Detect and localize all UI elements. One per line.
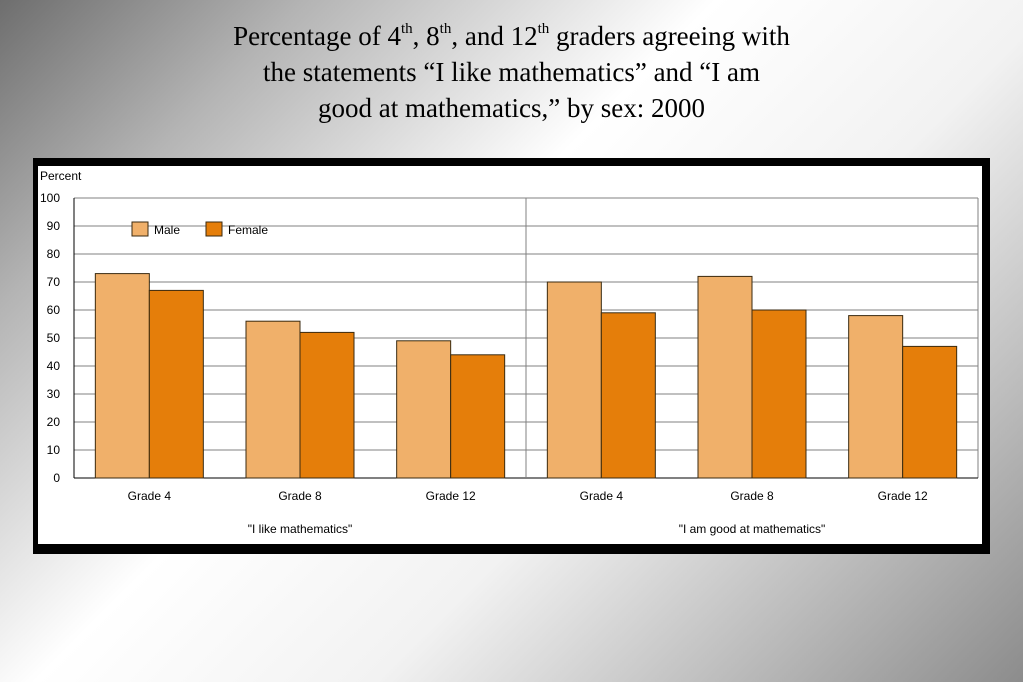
bar-male-6	[848, 315, 904, 479]
chart-frame: Percent 0 10 20 30 40 50 60 70 80 90 100 Grade 4 Grad…	[33, 158, 990, 554]
y-tick-label-100: 100	[40, 191, 60, 205]
x-tick-label-4: Grade 4	[580, 489, 624, 503]
bar-female-4	[600, 312, 656, 479]
y-tick-label-60: 60	[47, 303, 61, 317]
y-tick-label-80: 80	[47, 247, 61, 261]
y-tick-label-50: 50	[47, 331, 61, 345]
legend-label-male: Male	[154, 223, 180, 237]
x-tick-label-3: Grade 12	[426, 489, 476, 503]
bar-female-3	[450, 354, 506, 479]
x-tick-label-6: Grade 12	[878, 489, 928, 503]
title-line-1: Percentage of 4th, 8th, and 12th graders…	[233, 21, 790, 51]
bar-male-4	[546, 281, 602, 479]
y-tick-label-0: 0	[53, 471, 60, 485]
x-tick-label-5: Grade 8	[730, 489, 774, 503]
y-axis-title: Percent	[40, 169, 82, 183]
bar-male-1	[94, 273, 150, 479]
legend-swatch-female	[205, 221, 223, 237]
bar-chart: Percent 0 10 20 30 40 50 60 70 80 90 100 Grade 4 Grad…	[40, 169, 979, 536]
bar-female-5	[751, 309, 807, 479]
title-line-2: the statements “I like mathematics” and …	[262, 57, 761, 87]
bar-male-3	[396, 340, 452, 479]
x-tick-label-2: Grade 8	[278, 489, 322, 503]
y-tick-label-20: 20	[47, 415, 61, 429]
x-tick-label-1: Grade 4	[128, 489, 172, 503]
slide-title: Percentage of 4th, 8th, and 12th graders…	[150, 18, 873, 126]
bar-female-1	[148, 289, 204, 479]
chart-panel: Percent 0 10 20 30 40 50 60 70 80 90 100 Grade 4 Grad…	[38, 166, 982, 544]
y-tick-label-70: 70	[47, 275, 61, 289]
y-tick-label-40: 40	[47, 359, 61, 373]
y-tick-label-90: 90	[47, 219, 61, 233]
legend-label-female: Female	[228, 223, 268, 237]
bar-male-5	[697, 275, 753, 479]
legend-swatch-male	[131, 221, 149, 237]
bar-female-2	[299, 331, 355, 479]
bar-male-2	[245, 320, 301, 479]
title-line-3: good at mathematics,” by sex: 2000	[318, 93, 705, 123]
y-tick-label-10: 10	[47, 443, 61, 457]
bar-female-6	[902, 345, 958, 479]
group-label-2: "I am good at mathematics"	[679, 522, 826, 536]
y-tick-label-30: 30	[47, 387, 61, 401]
group-label-1: "I like mathematics"	[248, 522, 353, 536]
